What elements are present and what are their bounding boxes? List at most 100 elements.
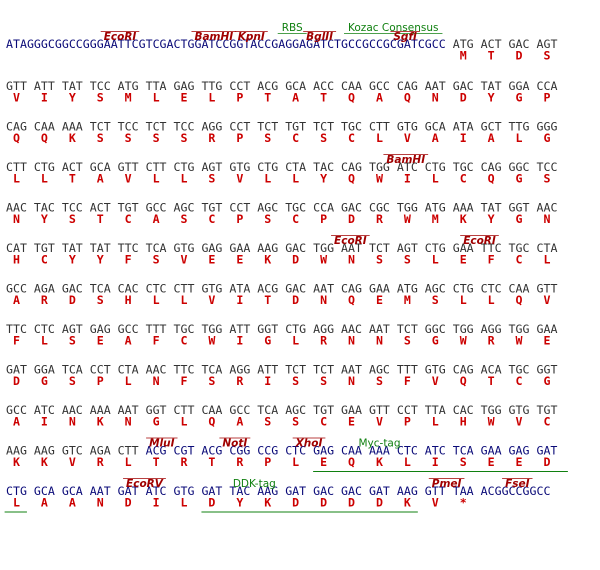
amino-acid: H [460,415,467,429]
amino-acid: A [292,91,299,105]
amino-acid: S [264,415,271,429]
amino-acid: P [236,131,243,145]
amino-acid: S [320,131,327,145]
amino-acid: K [264,253,271,267]
restriction-site: BamHI [194,31,233,43]
amino-acid: W [516,334,523,348]
amino-acid: R [181,455,188,469]
amino-acid: D [516,49,523,63]
amino-acid: P [236,212,243,226]
restriction-site: SgfI [393,31,417,43]
amino-acid: E [181,91,188,105]
amino-acid: K [460,212,467,226]
amino-acid: T [264,293,271,307]
amino-acid: W [460,334,467,348]
amino-acid: I [404,172,411,186]
amino-acid: S [69,374,76,388]
amino-acid: N [376,334,383,348]
amino-acid: S [404,334,411,348]
amino-acid: E [97,334,104,348]
amino-acid: Q [41,131,48,145]
amino-acid: S [376,253,383,267]
amino-acid: W [376,172,383,186]
amino-acid: L [153,293,160,307]
amino-acid: R [97,455,104,469]
restriction-site: MluI [149,438,175,450]
amino-acid: V [432,374,439,388]
amino-acid: S [543,172,550,186]
amino-acid: T [320,91,327,105]
amino-acid: L [292,334,299,348]
amino-acid: G [41,374,48,388]
amino-acid: D [69,293,76,307]
amino-acid: N [348,253,355,267]
amino-acid: A [236,415,243,429]
amino-acid: W [404,212,411,226]
amino-acid: F [488,253,495,267]
amino-acid: L [432,172,439,186]
amino-acid: E [208,253,215,267]
amino-acid: D [376,496,383,510]
amino-acid: Y [41,212,48,226]
amino-acid: P [320,212,327,226]
amino-acid: V [543,293,550,307]
amino-acid: W [208,334,215,348]
amino-acid: D [320,496,327,510]
amino-acid: S [376,374,383,388]
amino-acid: K [13,455,20,469]
amino-acid: P [543,91,550,105]
amino-acid: Y [69,253,76,267]
amino-acid: L [432,415,439,429]
restriction-site: EcoRV [126,478,164,490]
amino-acid: C [460,172,467,186]
amino-acid: E [348,415,355,429]
amino-acid: I [41,415,48,429]
amino-acid: C [292,131,299,145]
amino-acid: K [69,131,76,145]
restriction-site: EcoRI [334,235,367,247]
amino-acid: T [488,374,495,388]
amino-acid: A [376,91,383,105]
amino-acid: G [432,334,439,348]
amino-acid: N [348,334,355,348]
feature-label: Kozac Consensus [348,22,438,34]
dna-sequence: AAG AAG GTC AGA CTT [6,444,139,458]
restriction-site: PmeI [432,478,462,490]
amino-acid: I [236,334,243,348]
amino-acid: S [543,49,550,63]
amino-acid: M [404,293,411,307]
amino-acid: Q [13,131,20,145]
amino-acid: A [97,172,104,186]
amino-acid: K [404,496,411,510]
amino-acid: V [236,172,243,186]
amino-acid: T [153,455,160,469]
amino-acid: S [292,374,299,388]
amino-acid: D [292,496,299,510]
amino-acid: L [488,293,495,307]
amino-acid: Q [348,172,355,186]
dna-sequence: GCC AGA GAC TCA CAC CTC CTT GTG ATA ACG … [6,282,557,296]
amino-acid: F [125,253,132,267]
feature-label: RBS [282,22,303,34]
amino-acid: G [153,415,160,429]
amino-acid: Y [488,91,495,105]
amino-acid: V [376,415,383,429]
amino-acid: T [97,212,104,226]
restriction-site: XhoI [295,438,323,450]
amino-acid: A [41,496,48,510]
amino-acid: E [236,253,243,267]
amino-acid: L [153,91,160,105]
amino-acid: E [320,455,327,469]
amino-acid: D [348,496,355,510]
restriction-site: NotI [222,438,247,450]
amino-acid: A [69,496,76,510]
amino-acid: G [264,334,271,348]
amino-acid: D [125,496,132,510]
amino-acid: V [432,496,439,510]
amino-acid: Q [488,172,495,186]
amino-acid: S [97,131,104,145]
amino-acid: L [543,253,550,267]
amino-acid: I [264,374,271,388]
amino-acid: N [69,415,76,429]
